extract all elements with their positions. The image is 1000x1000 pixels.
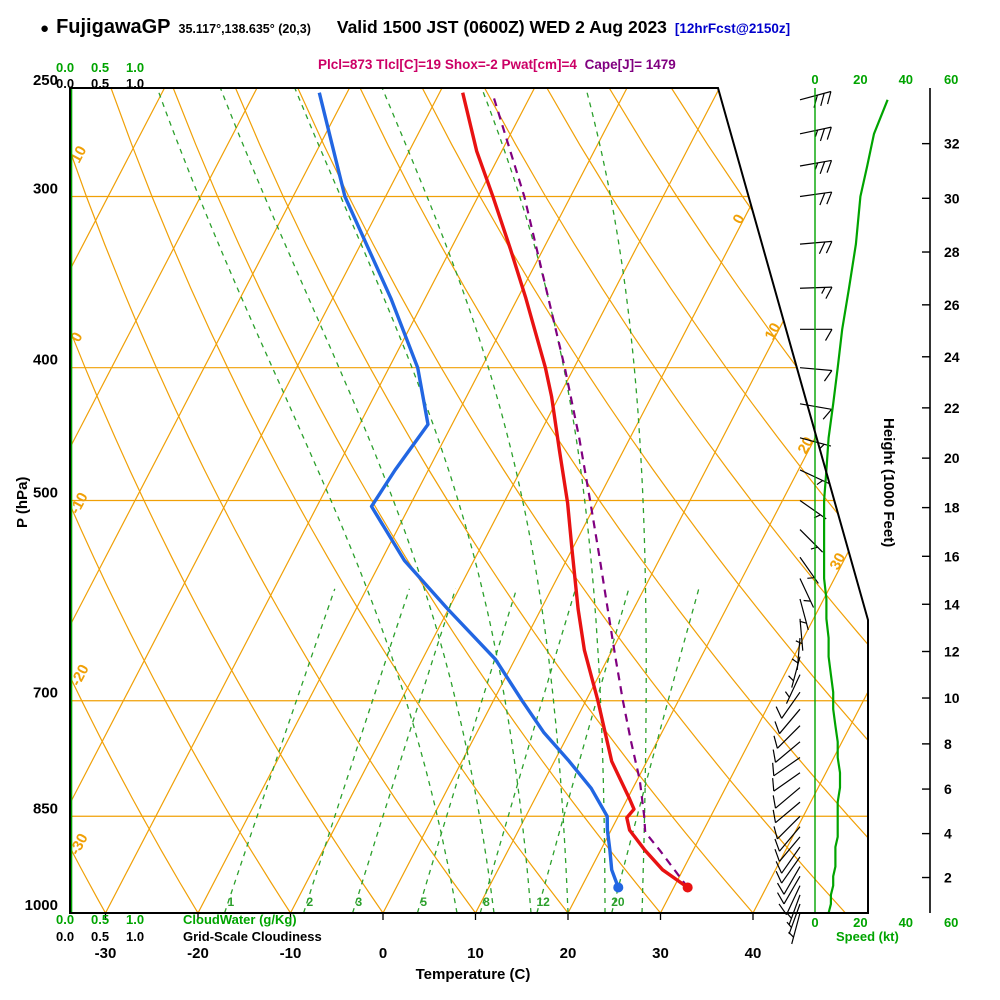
svg-text:40: 40 <box>899 72 913 87</box>
temperature-axis-label: Temperature (C) <box>415 966 531 983</box>
svg-text:40: 40 <box>745 945 762 962</box>
svg-text:-20: -20 <box>187 945 209 962</box>
scale-tick: 0.5 <box>91 76 110 91</box>
station-name: FujigawaGP <box>56 16 171 38</box>
scale-tick: 0.5 <box>91 912 110 927</box>
svg-text:-30: -30 <box>95 945 117 962</box>
indices-cape: Cape[J]= 1479 <box>584 57 676 72</box>
surface-temp-dot <box>682 882 693 893</box>
scale-tick: 0.0 <box>56 76 75 91</box>
svg-text:10: 10 <box>467 945 484 962</box>
svg-text:28: 28 <box>944 244 960 260</box>
svg-text:5: 5 <box>420 895 427 909</box>
scale-tick: 1.0 <box>126 929 145 944</box>
svg-text:400: 400 <box>33 352 58 369</box>
svg-text:20: 20 <box>944 450 960 466</box>
svg-text:500: 500 <box>33 485 58 502</box>
speed-curve <box>822 99 889 914</box>
cloudiness-scale-top: 0.0 0.5 1.0 <box>56 76 161 91</box>
svg-text:3: 3 <box>356 895 363 909</box>
svg-text:24: 24 <box>944 349 960 365</box>
svg-text:10: 10 <box>762 320 785 343</box>
svg-text:14: 14 <box>944 596 960 612</box>
svg-text:18: 18 <box>944 500 960 516</box>
svg-text:30: 30 <box>827 550 850 573</box>
chart-title: ● FujigawaGP 35.117°,138.635° (20,3) Valid … <box>40 16 790 39</box>
dewpoint-trace <box>317 92 620 889</box>
forecast-tag: [12hrFcst@2150z] <box>674 21 791 36</box>
valid-time: Valid 1500 JST (0600Z) WED 2 Aug 2023 <box>336 17 667 37</box>
svg-text:12: 12 <box>944 644 960 660</box>
svg-text:20: 20 <box>560 945 577 962</box>
svg-text:4: 4 <box>944 826 952 842</box>
scale-tick: 0.5 <box>91 929 110 944</box>
svg-text:22: 22 <box>944 400 960 416</box>
svg-text:12: 12 <box>536 895 550 909</box>
height-axis-label: Height (1000 Feet) <box>880 418 897 548</box>
surface-dewpoint-dot <box>613 882 624 893</box>
cloudwater-scale-top: 0.0 0.5 1.0 <box>56 60 161 75</box>
cloudwater-label: CloudWater (g/Kg) <box>183 912 297 927</box>
svg-text:1: 1 <box>227 895 234 909</box>
svg-text:2: 2 <box>944 870 952 886</box>
svg-text:1000: 1000 <box>25 897 58 914</box>
scale-tick: 1.0 <box>126 60 145 75</box>
svg-text:8: 8 <box>944 736 952 752</box>
svg-text:6: 6 <box>944 781 952 797</box>
svg-text:16: 16 <box>944 548 960 564</box>
svg-text:40: 40 <box>899 915 913 930</box>
pressure-axis-label: P (hPa) <box>14 476 31 528</box>
svg-text:26: 26 <box>944 297 960 313</box>
svg-text:20: 20 <box>853 72 867 87</box>
scale-tick: 0.0 <box>56 929 75 944</box>
svg-text:10: 10 <box>68 143 91 166</box>
plot-border <box>69 87 869 914</box>
scale-tick: 1.0 <box>126 76 145 91</box>
svg-text:20: 20 <box>795 434 818 457</box>
indices-main: Plcl=873 Tlcl[C]=19 Shox=-2 Pwat[cm]=4 <box>318 57 577 72</box>
svg-text:300: 300 <box>33 181 58 198</box>
parcel-trace <box>491 92 689 889</box>
scale-tick: 1.0 <box>126 912 145 927</box>
svg-text:0: 0 <box>811 72 818 87</box>
svg-text:2: 2 <box>307 895 314 909</box>
axes: 002020404060602503004005007008501000-30-… <box>25 72 960 962</box>
svg-text:250: 250 <box>33 72 58 89</box>
svg-text:0: 0 <box>730 212 749 227</box>
cloudiness-label: Grid-Scale Cloudiness <box>183 929 322 944</box>
svg-text:20: 20 <box>853 915 867 930</box>
station-coords: 35.117°,138.635° (20,3) <box>178 22 311 36</box>
scale-tick: 0.5 <box>91 60 110 75</box>
station-dot-icon: ● <box>40 20 50 37</box>
svg-text:32: 32 <box>944 136 960 152</box>
speed-axis-label: Speed (kt) <box>836 929 899 944</box>
sounding-indices: Plcl=873 Tlcl[C]=19 Shox=-2 Pwat[cm]=4 C… <box>318 57 676 72</box>
orange-grid <box>70 88 868 913</box>
svg-text:20: 20 <box>611 895 625 909</box>
svg-text:60: 60 <box>944 72 958 87</box>
temperature-trace <box>461 92 689 889</box>
svg-text:30: 30 <box>652 945 669 962</box>
svg-text:10: 10 <box>944 690 960 706</box>
scale-tick: 0.0 <box>56 60 75 75</box>
svg-text:0: 0 <box>811 915 818 930</box>
svg-text:-10: -10 <box>280 945 302 962</box>
cloudiness-scale-bottom: 0.0 0.5 1.0 Grid-Scale Cloudiness <box>56 929 322 944</box>
scale-tick: 0.0 <box>56 912 75 927</box>
profiles <box>317 92 693 893</box>
svg-text:8: 8 <box>483 895 490 909</box>
svg-text:60: 60 <box>944 915 958 930</box>
svg-text:850: 850 <box>33 800 58 817</box>
cloudwater-scale-bottom: 0.0 0.5 1.0 CloudWater (g/Kg) <box>56 912 297 927</box>
svg-text:30: 30 <box>944 190 960 206</box>
moist-mixing-grid <box>156 88 700 913</box>
wind-barbs <box>772 90 833 945</box>
svg-text:700: 700 <box>33 685 58 702</box>
svg-text:0: 0 <box>379 945 387 962</box>
